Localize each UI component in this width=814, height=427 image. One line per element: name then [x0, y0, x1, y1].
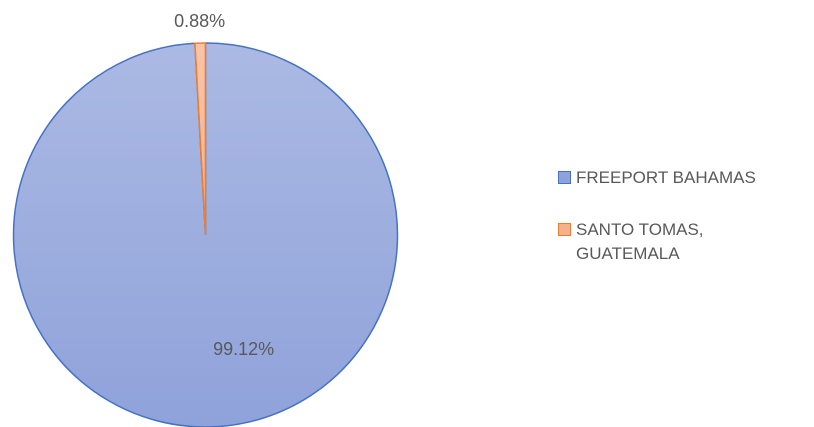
- data-label: 99.12%: [213, 339, 274, 359]
- legend-label: SANTO TOMAS, GUATEMALA: [576, 220, 704, 263]
- legend: FREEPORT BAHAMAS SANTO TOMAS, GUATEMALA: [558, 166, 798, 294]
- legend-entry: FREEPORT BAHAMAS: [558, 166, 798, 190]
- pie-slice: [194, 42, 207, 236]
- legend-label: FREEPORT BAHAMAS: [576, 168, 756, 187]
- legend-entry: SANTO TOMAS, GUATEMALA: [558, 218, 798, 266]
- legend-swatch: [558, 223, 571, 236]
- legend-swatch: [558, 171, 571, 184]
- data-label: 0.88%: [174, 11, 225, 31]
